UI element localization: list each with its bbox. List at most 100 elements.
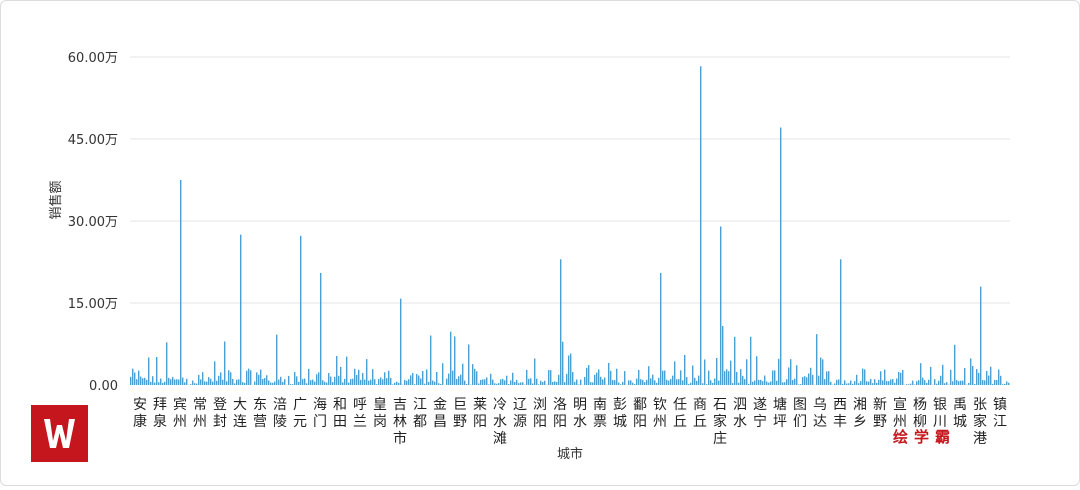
bar (688, 384, 689, 385)
bar (596, 373, 597, 385)
bar (496, 384, 497, 385)
bar (550, 370, 551, 385)
bar (590, 382, 591, 385)
bar (164, 382, 165, 385)
bar (480, 380, 481, 385)
bar (210, 379, 211, 385)
bar (998, 370, 999, 385)
bar (976, 369, 977, 385)
x-tick-label: 洛阳 (553, 397, 567, 430)
bar (374, 379, 375, 385)
bar (484, 379, 485, 385)
bar (944, 383, 945, 385)
bar (970, 358, 971, 385)
bar (488, 384, 489, 385)
bar (474, 369, 475, 385)
bar (142, 378, 143, 385)
bar (828, 371, 829, 385)
bar (208, 377, 209, 385)
x-tick-label: 常州 (193, 397, 207, 430)
bar (202, 372, 203, 385)
svg-text:莱: 莱 (473, 397, 487, 413)
bar (770, 382, 771, 385)
bar (698, 376, 699, 385)
bar (942, 365, 943, 385)
bar (722, 326, 723, 385)
bar (150, 382, 151, 385)
bar (204, 381, 205, 385)
x-tick-label: 巨野 (453, 397, 467, 430)
bar (960, 381, 961, 385)
bar (420, 379, 421, 386)
bar (616, 369, 617, 385)
svg-text:拜: 拜 (153, 397, 167, 413)
bar (752, 382, 753, 385)
bar (892, 379, 893, 385)
svg-text:封: 封 (213, 414, 227, 430)
bar (322, 380, 323, 385)
bar (326, 383, 327, 385)
x-tick-label: 和田 (333, 397, 347, 430)
bar (852, 384, 853, 385)
bar (922, 378, 923, 385)
bar (192, 381, 193, 385)
bar (764, 376, 765, 385)
bar (704, 359, 705, 385)
bar (612, 380, 613, 385)
bar (780, 128, 781, 385)
bar (800, 384, 801, 385)
bar (310, 380, 311, 385)
bar (938, 381, 939, 385)
bar (686, 377, 687, 385)
svg-text:商: 商 (693, 397, 707, 413)
bar (1002, 384, 1003, 385)
bar (784, 382, 785, 385)
bar (466, 384, 467, 385)
svg-text:水: 水 (493, 414, 507, 430)
bar (600, 377, 601, 385)
bar (632, 383, 633, 385)
bar (896, 378, 897, 385)
bar (178, 380, 179, 385)
bar (316, 374, 317, 385)
bar (240, 235, 241, 385)
bar (406, 381, 407, 385)
bar (254, 382, 255, 385)
y-tick-label: 45.00万 (68, 133, 118, 148)
svg-text:常: 常 (193, 397, 207, 413)
bar (854, 381, 855, 385)
bar (140, 377, 141, 385)
bar (560, 259, 561, 385)
bar (862, 369, 863, 385)
bar (378, 379, 379, 385)
bar (946, 382, 947, 385)
bar (738, 383, 739, 385)
y-tick-label: 30.00万 (68, 215, 118, 230)
svg-text:野: 野 (453, 414, 467, 430)
bar (544, 381, 545, 385)
bar (482, 379, 483, 385)
svg-text:禹: 禹 (953, 397, 967, 413)
brand-watermark: 绘学霸 (893, 426, 956, 447)
bar (408, 379, 409, 385)
bar (414, 384, 415, 385)
bar (292, 384, 293, 385)
bar (592, 382, 593, 385)
bar (670, 379, 671, 385)
bar (308, 369, 309, 385)
x-tick-label: 莱阳 (473, 397, 487, 430)
bar (234, 383, 235, 385)
bar (356, 375, 357, 385)
bar (666, 380, 667, 385)
bar (908, 384, 909, 385)
bar (390, 378, 391, 385)
bar (514, 382, 515, 385)
bar (730, 361, 731, 385)
bar (422, 371, 423, 385)
bar (796, 365, 797, 385)
x-tick-label: 商丘 (693, 397, 707, 430)
bar (886, 381, 887, 385)
svg-text:州: 州 (653, 414, 667, 430)
bar (1004, 384, 1005, 385)
svg-text:坪: 坪 (773, 414, 787, 430)
